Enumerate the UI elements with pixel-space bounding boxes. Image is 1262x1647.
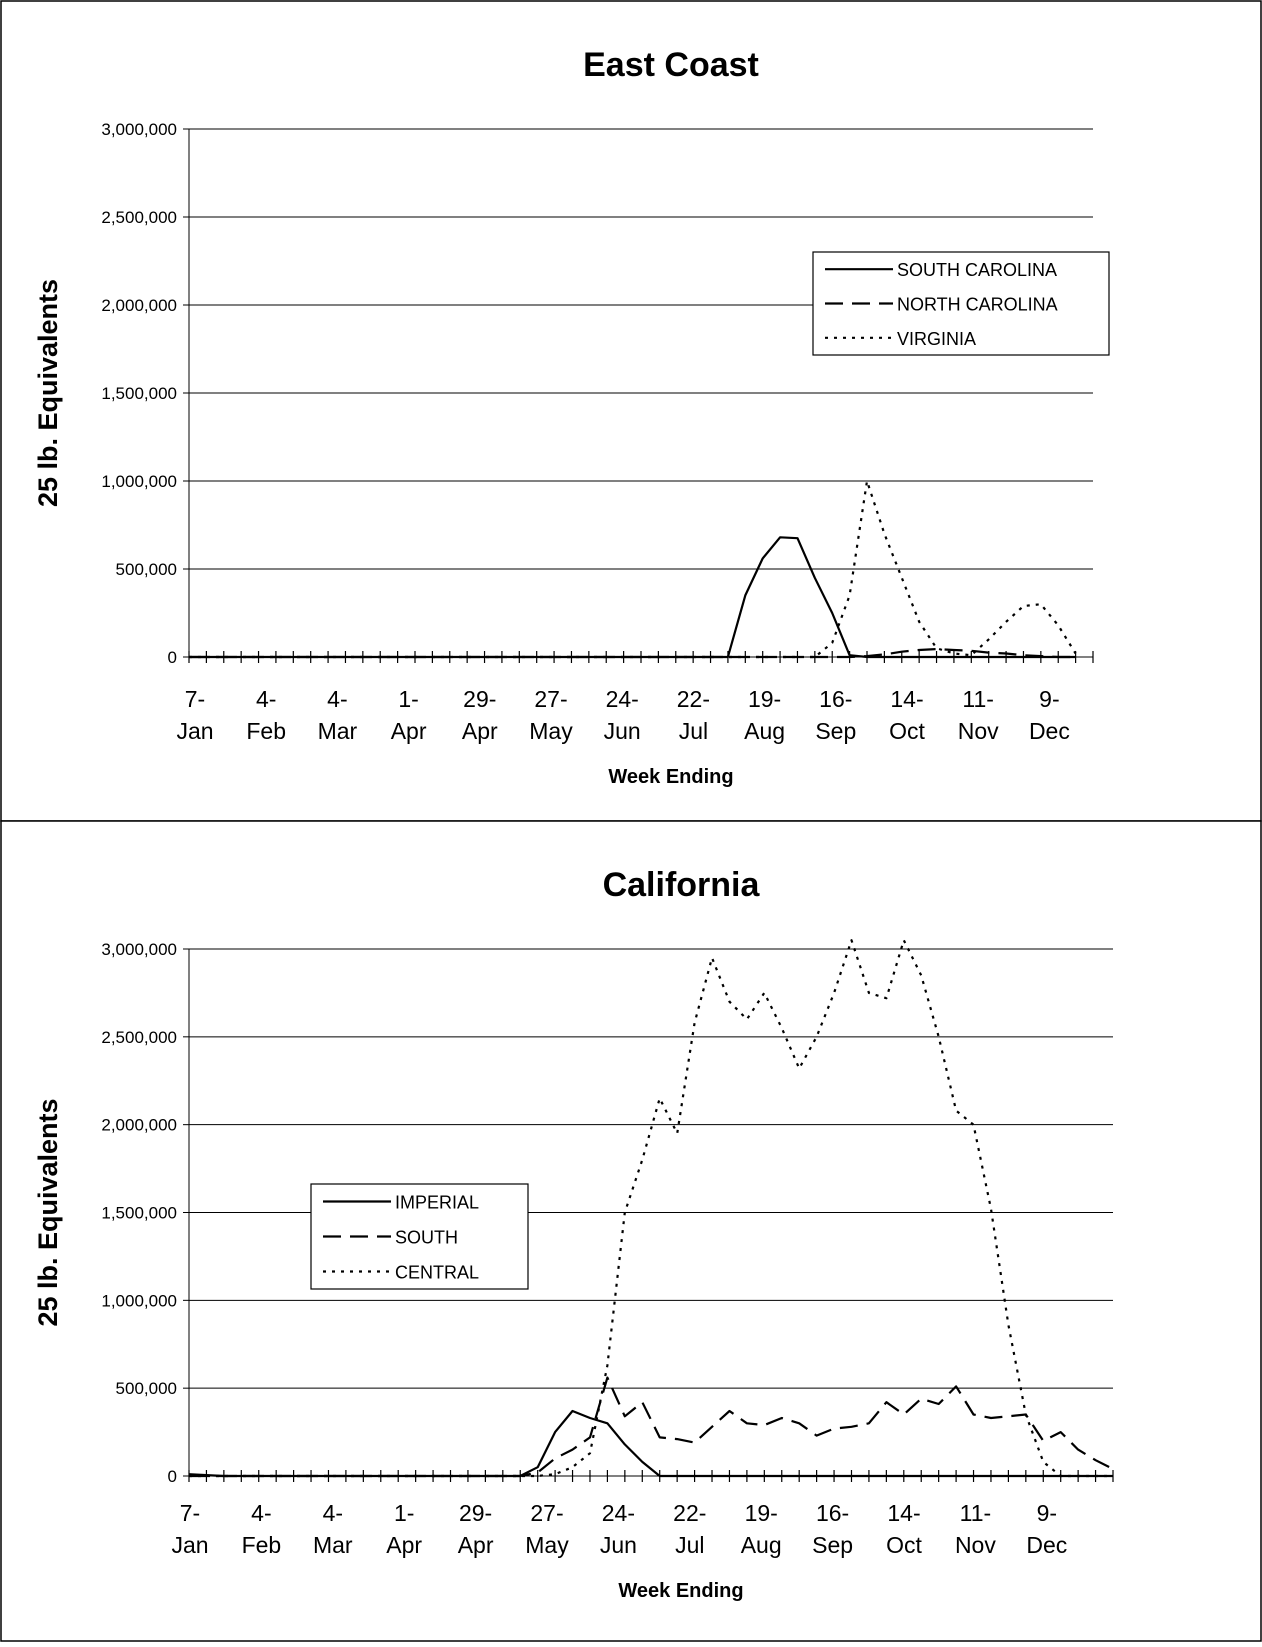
east-x-tick-label: 14-: [890, 686, 923, 712]
california-x-tick-label: Jul: [675, 1532, 704, 1558]
california-chart-panel: California 25 lb. Equivalents 0 500,000 1,00…: [0, 820, 1262, 1642]
east-x-tick-label: Aug: [744, 718, 785, 744]
east-x-tick-label: 9-: [1039, 686, 1059, 712]
california-x-tick-label: 1-: [394, 1500, 414, 1526]
california-x-tick-label: Dec: [1026, 1532, 1067, 1558]
california-x-tick-label: 22-: [673, 1500, 706, 1526]
east-x-tick-label: 29-: [463, 686, 496, 712]
east-series-line-virginia: [189, 479, 1077, 659]
california-x-tick-label: May: [525, 1532, 569, 1558]
east-x-tick-label: Apr: [462, 718, 498, 744]
east-x-tick-label: Jan: [176, 718, 213, 744]
california-x-tick-label: 16-: [816, 1500, 849, 1526]
california-series-line-central: [189, 939, 1113, 1478]
east-legend-label: VIRGINIA: [897, 329, 976, 349]
california-chart-title: California: [603, 866, 761, 904]
california-y-tick-label: 0: [168, 1467, 177, 1486]
california-x-tick-label: Jan: [171, 1532, 208, 1558]
california-series-line-south: [189, 1376, 1114, 1478]
east-y-tick-label: 500,000: [116, 560, 177, 579]
california-legend: IMPERIAL SOUTH CENTRAL: [310, 1183, 529, 1290]
east-x-tick-label: Jun: [604, 718, 641, 744]
california-x-tick-label: Sep: [812, 1532, 853, 1558]
california-legend-label: IMPERIAL: [395, 1193, 479, 1213]
california-x-tick-label: Oct: [886, 1532, 922, 1558]
east-y-tick-label: 3,000,000: [101, 120, 177, 139]
east-coast-chart-panel: East Coast 25 lb. Equivalents 0 500,000 1,00…: [0, 0, 1262, 822]
east-y-tick-label: 0: [168, 648, 177, 667]
east-x-tick-label: Sep: [815, 718, 856, 744]
east-x-tick-label: 4-: [256, 686, 276, 712]
east-x-tick-label: Dec: [1029, 718, 1070, 744]
california-x-tick-label: Jun: [600, 1532, 637, 1558]
east-x-axis-label: Week Ending: [608, 766, 733, 788]
california-x-tick-label: 4-: [251, 1500, 271, 1526]
california-y-tick-label: 1,500,000: [101, 1204, 177, 1223]
california-panel-border: [0, 820, 1262, 1642]
east-x-tick-label: Mar: [318, 718, 358, 744]
california-x-tick-label: Apr: [458, 1532, 494, 1558]
east-chart-title: East Coast: [583, 46, 759, 84]
california-y-tick-label: 2,500,000: [101, 1028, 177, 1047]
east-x-tick-label: Apr: [391, 718, 427, 744]
california-y-tick-label: 500,000: [116, 1379, 177, 1398]
east-y-tick-label: 2,000,000: [101, 296, 177, 315]
california-y-axis-label: 25 lb. Equivalents: [33, 1098, 63, 1326]
east-y-tick-label: 1,000,000: [101, 472, 177, 491]
east-x-tick-label: 11-: [962, 686, 994, 712]
east-coast-chart: East Coast 25 lb. Equivalents 0 500,000 1,00…: [0, 0, 1262, 822]
east-legend-label: SOUTH CAROLINA: [897, 260, 1057, 280]
east-x-tick-label: May: [529, 718, 573, 744]
east-x-tick-label: 7-: [185, 686, 205, 712]
california-x-tick-label: 4-: [323, 1500, 343, 1526]
east-x-tick-label: 27-: [534, 686, 567, 712]
california-x-tick-label: 9-: [1037, 1500, 1057, 1526]
east-x-tick-label: 1-: [398, 686, 418, 712]
east-panel-border: [0, 0, 1262, 822]
east-x-tick-label: 24-: [606, 686, 639, 712]
east-x-tick-label: 22-: [677, 686, 710, 712]
california-x-tick-label: Mar: [313, 1532, 353, 1558]
east-legend-label: NORTH CAROLINA: [897, 295, 1058, 315]
california-x-tick-label: 24-: [602, 1500, 635, 1526]
east-x-tick-label: 16-: [819, 686, 852, 712]
california-x-tick-label: 27-: [530, 1500, 563, 1526]
california-x-tick-label: 19-: [745, 1500, 778, 1526]
east-x-tick-label: 19-: [748, 686, 781, 712]
california-x-tick-label: 7-: [180, 1500, 200, 1526]
east-legend: SOUTH CAROLINA NORTH CAROLINA VIRGINIA: [812, 251, 1110, 356]
east-x-tick-label: Jul: [679, 718, 708, 744]
east-y-tick-label: 2,500,000: [101, 208, 177, 227]
california-x-tick-label: Nov: [955, 1532, 996, 1558]
california-chart: California 25 lb. Equivalents 0 500,000 1,00…: [0, 820, 1262, 1642]
east-x-tick-label: Feb: [246, 718, 286, 744]
california-y-tick-label: 3,000,000: [101, 940, 177, 959]
california-x-tick-label: Feb: [242, 1532, 282, 1558]
california-y-tick-label: 1,000,000: [101, 1291, 177, 1310]
california-x-tick-label: 29-: [459, 1500, 492, 1526]
east-x-tick-label: 4-: [327, 686, 347, 712]
california-legend-label: SOUTH: [395, 1228, 458, 1248]
california-x-tick-label: 14-: [887, 1500, 920, 1526]
east-y-tick-label: 1,500,000: [101, 384, 177, 403]
east-x-tick-label: Nov: [958, 718, 999, 744]
california-x-tick-label: Aug: [741, 1532, 782, 1558]
east-x-tick-label: Oct: [889, 718, 925, 744]
california-x-tick-label: 11-: [960, 1500, 992, 1526]
california-x-tick-label: Apr: [386, 1532, 422, 1558]
california-legend-label: CENTRAL: [395, 1263, 479, 1283]
east-y-axis-label: 25 lb. Equivalents: [33, 279, 63, 507]
california-y-tick-label: 2,000,000: [101, 1116, 177, 1135]
california-x-axis-label: Week Ending: [618, 1580, 743, 1602]
